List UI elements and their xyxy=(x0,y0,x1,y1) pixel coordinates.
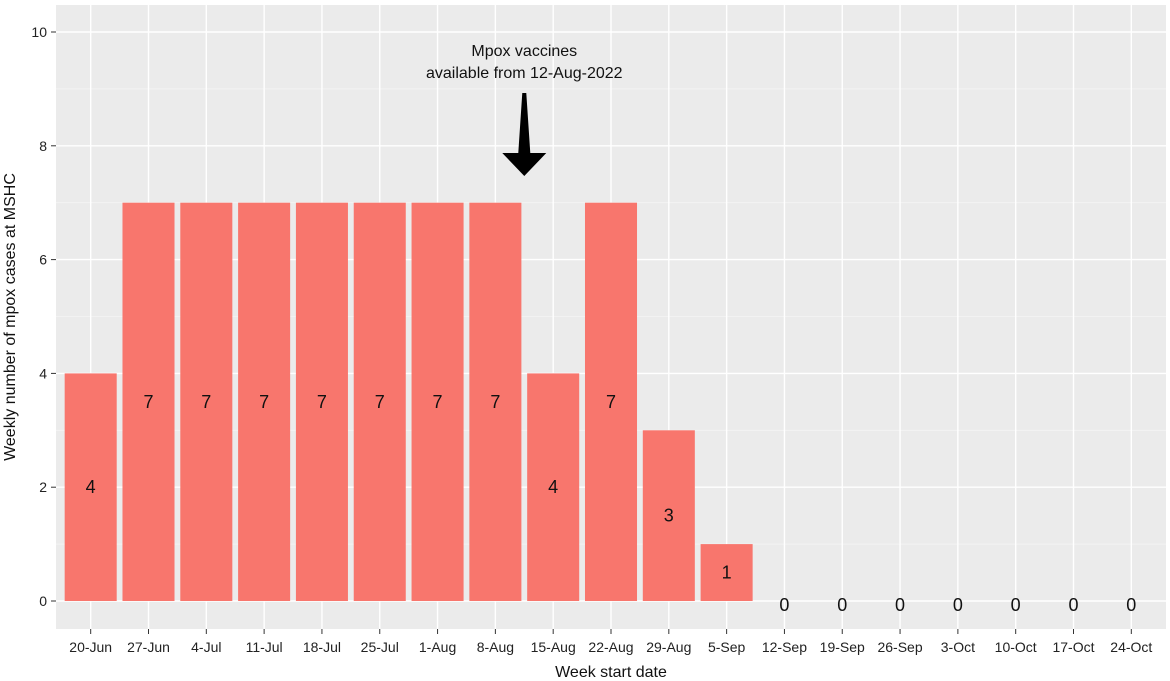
bar xyxy=(642,430,695,601)
bar-value-label: 7 xyxy=(201,392,211,412)
x-axis-title: Week start date xyxy=(555,664,667,681)
y-tick-label: 10 xyxy=(31,24,47,40)
bar-value-label: 0 xyxy=(837,595,847,615)
x-tick-label: 1-Aug xyxy=(419,639,456,655)
x-tick-label: 3-Oct xyxy=(941,639,975,655)
bar-value-label: 7 xyxy=(490,392,500,412)
bar xyxy=(295,202,348,601)
x-tick-label: 19-Sep xyxy=(820,639,865,655)
x-tick-label: 11-Jul xyxy=(246,639,283,655)
bar-value-labels: 4 7 7 7 7 7 7 7 4 7 3 1 0 0 0 0 0 0 0 xyxy=(86,392,1137,615)
bar xyxy=(584,202,638,601)
x-tick-label: 5-Sep xyxy=(708,639,746,655)
x-tick-label: 8-Aug xyxy=(477,639,514,655)
bar-value-label: 0 xyxy=(895,595,905,615)
x-tick-label: 4-Jul xyxy=(191,639,221,655)
y-tick-label: 4 xyxy=(39,365,47,381)
bars xyxy=(64,202,753,601)
bar-value-label: 0 xyxy=(953,595,963,615)
bar xyxy=(353,202,406,601)
bar xyxy=(700,544,753,601)
x-tick-label: 27-Jun xyxy=(127,639,170,655)
x-tick-label: 17-Oct xyxy=(1052,639,1094,655)
bar-value-label: 0 xyxy=(779,595,789,615)
x-tick-label: 26-Sep xyxy=(877,639,922,655)
bar-value-label: 0 xyxy=(1126,595,1136,615)
down-arrow-icon xyxy=(502,93,547,176)
x-tick-label: 18-Jul xyxy=(303,639,341,655)
x-tick-label: 20-Jun xyxy=(69,639,112,655)
bar-value-label: 7 xyxy=(317,392,327,412)
x-tick-label: 12-Sep xyxy=(762,639,807,655)
x-tick-label: 29-Aug xyxy=(646,639,691,655)
bar-value-label: 7 xyxy=(606,392,616,412)
x-tick-label: 25-Jul xyxy=(361,639,399,655)
y-tick-label: 0 xyxy=(39,593,47,609)
bar xyxy=(64,373,117,601)
bar-value-label: 3 xyxy=(664,506,674,526)
bar-value-label: 7 xyxy=(433,392,443,412)
y-axis: 0 2 4 6 8 10 xyxy=(31,24,56,609)
x-tick-label: 15-Aug xyxy=(531,639,576,655)
bar xyxy=(527,373,580,601)
x-axis: 20-Jun 27-Jun 4-Jul 11-Jul 18-Jul 25-Jul 1-Aug… xyxy=(69,629,1152,655)
y-tick-label: 6 xyxy=(39,252,47,268)
bar xyxy=(411,202,464,601)
bar-value-label: 0 xyxy=(1011,595,1021,615)
bar xyxy=(180,202,233,601)
bar xyxy=(122,202,175,601)
bar-value-label: 1 xyxy=(722,563,732,583)
bar-value-label: 4 xyxy=(86,477,96,497)
bar-value-label: 0 xyxy=(1068,595,1078,615)
y-tick-label: 2 xyxy=(39,479,47,495)
annotation-line-2: available from 12-Aug-2022 xyxy=(426,65,623,82)
annotation-line-1: Mpox vaccines xyxy=(471,43,577,60)
bar-value-label: 7 xyxy=(143,392,153,412)
x-tick-label: 10-Oct xyxy=(995,639,1037,655)
x-tick-label: 24-Oct xyxy=(1110,639,1152,655)
y-axis-title: Weekly number of mpox cases at MSHC xyxy=(2,173,19,461)
bar-value-label: 4 xyxy=(548,477,558,497)
x-tick-label: 22-Aug xyxy=(588,639,633,655)
bar xyxy=(469,202,522,601)
bar xyxy=(238,202,291,601)
bar-value-label: 7 xyxy=(259,392,269,412)
bar-value-label: 7 xyxy=(375,392,385,412)
y-tick-label: 8 xyxy=(39,138,47,154)
vaccine-annotation: Mpox vaccines available from 12-Aug-2022 xyxy=(426,43,623,176)
